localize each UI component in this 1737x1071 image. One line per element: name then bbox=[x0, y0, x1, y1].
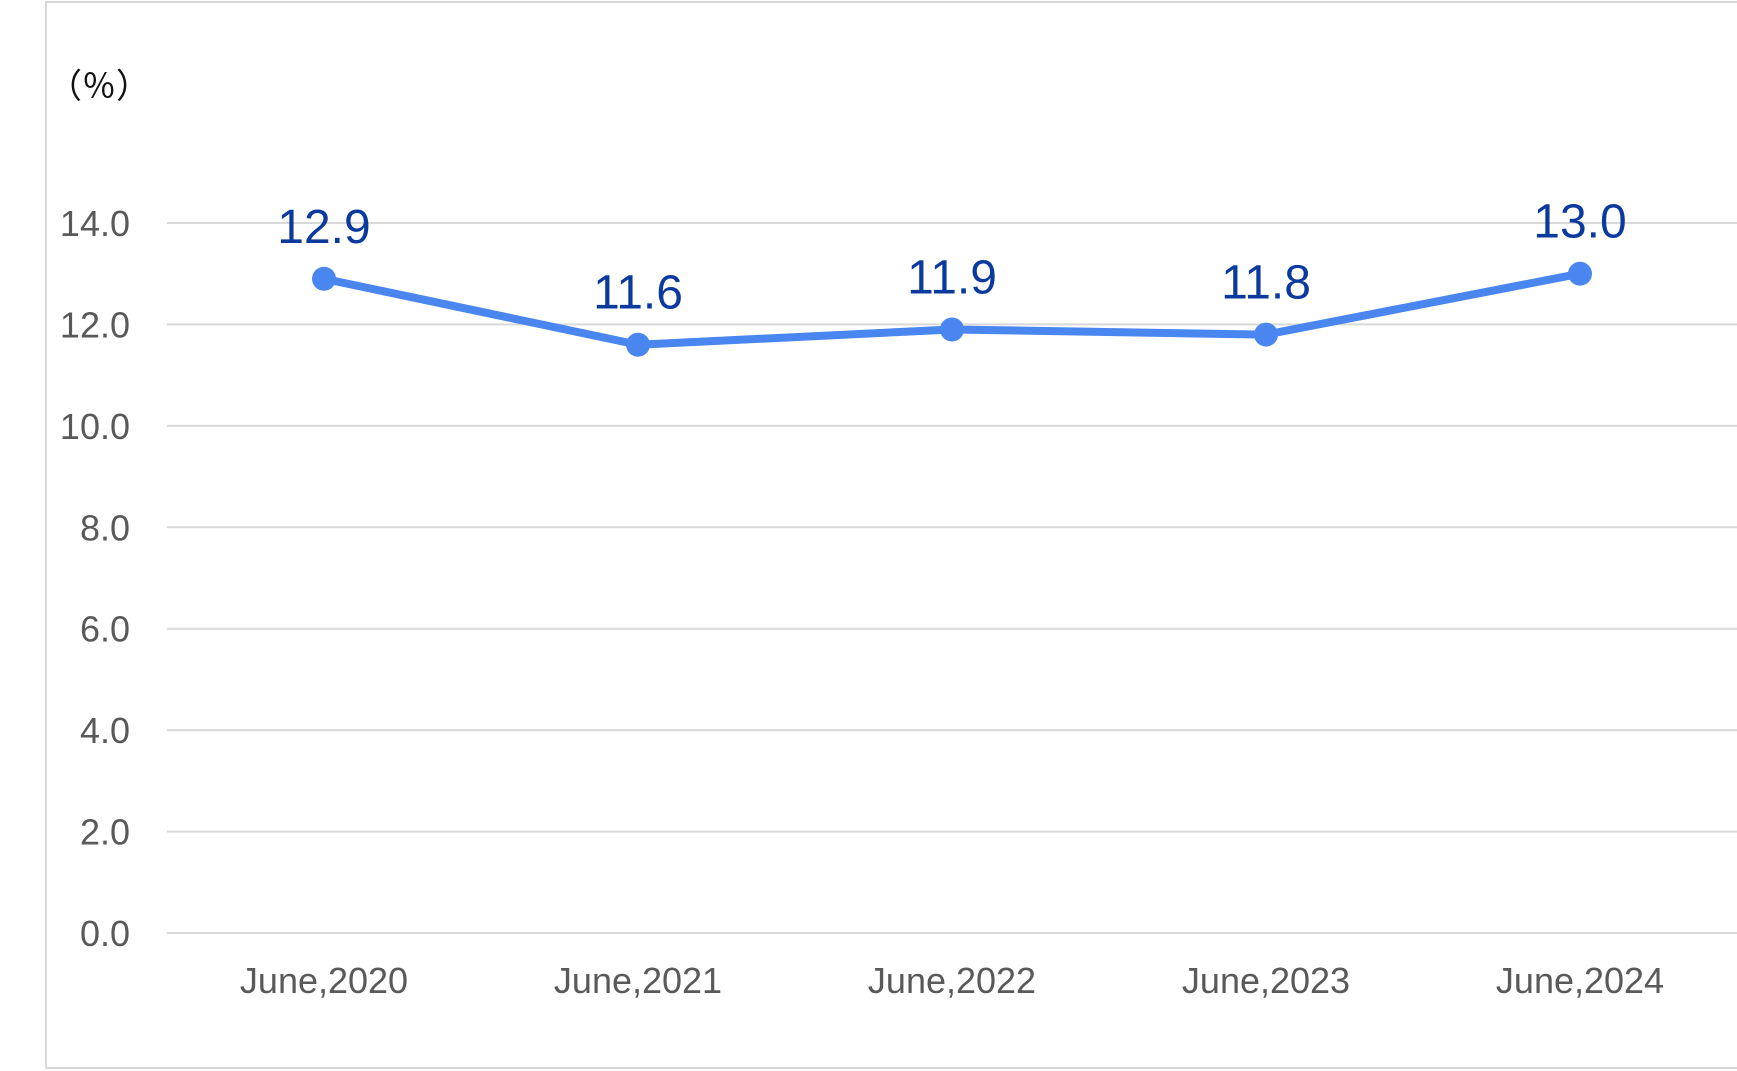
data-point bbox=[1254, 322, 1278, 347]
series-line-group bbox=[312, 261, 1592, 357]
gridlines bbox=[167, 222, 1737, 934]
y-tick-label: 10.0 bbox=[60, 406, 130, 447]
x-tick-label: June,2021 bbox=[554, 960, 722, 1001]
data-point bbox=[940, 317, 964, 342]
data-labels: 12.9 11.6 11.9 11.8 13.0 bbox=[277, 196, 1626, 320]
y-tick-label: 8.0 bbox=[80, 507, 130, 548]
data-label: 13.0 bbox=[1533, 196, 1626, 249]
data-point bbox=[626, 332, 650, 357]
y-tick-label: 4.0 bbox=[80, 710, 130, 751]
data-point bbox=[1568, 261, 1592, 286]
y-tick-label: 14.0 bbox=[60, 203, 130, 244]
y-axis-ticks: 0.0 2.0 4.0 6.0 8.0 10.0 12.0 14.0 bbox=[60, 203, 130, 954]
x-tick-label: June,2023 bbox=[1182, 960, 1350, 1001]
data-label: 11.6 bbox=[593, 267, 683, 320]
y-tick-label: 6.0 bbox=[80, 609, 130, 650]
x-tick-label: June,2020 bbox=[240, 960, 408, 1001]
y-tick-label: 2.0 bbox=[80, 812, 130, 853]
data-label: 11.8 bbox=[1221, 257, 1311, 310]
x-axis-ticks: June,2020 June,2021 June,2022 June,2023 June… bbox=[240, 960, 1664, 1001]
x-tick-label: June,2024 bbox=[1496, 960, 1664, 1001]
chart-frame bbox=[45, 1, 1737, 1069]
data-point bbox=[312, 266, 336, 291]
y-tick-label: 12.0 bbox=[60, 304, 130, 345]
data-label: 11.9 bbox=[907, 252, 997, 305]
y-tick-label: 0.0 bbox=[80, 913, 130, 954]
x-tick-label: June,2022 bbox=[868, 960, 1036, 1001]
data-label: 12.9 bbox=[277, 201, 370, 254]
y-axis-unit-label: （％） bbox=[48, 68, 150, 106]
